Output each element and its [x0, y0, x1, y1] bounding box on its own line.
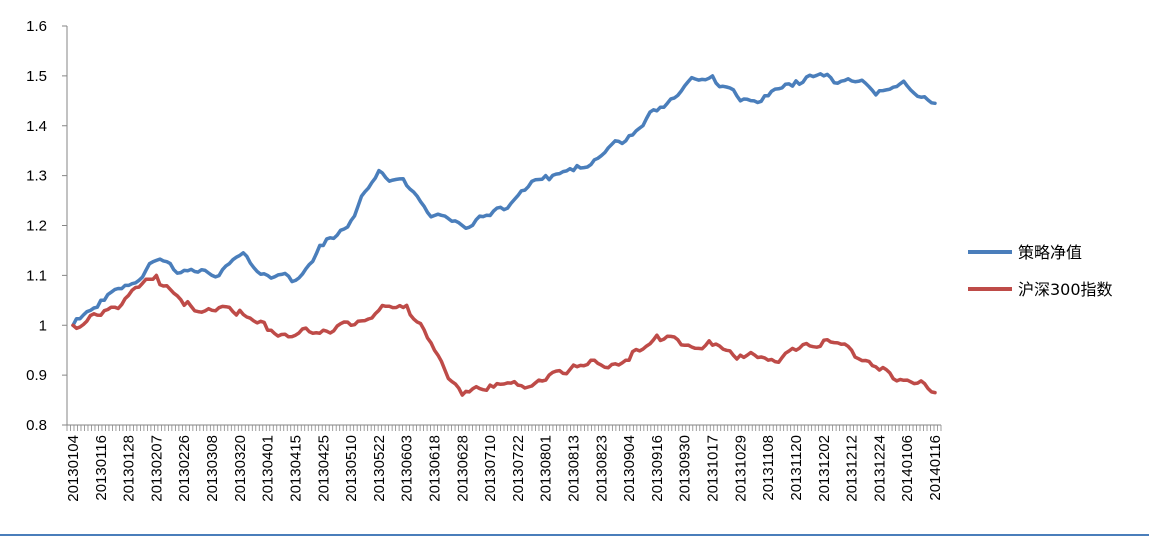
x-tick-label: 20130522 — [371, 435, 388, 502]
x-tick-label: 20130510 — [343, 435, 360, 502]
x-tick-label: 20130823 — [593, 435, 610, 502]
y-tick-label: 0.9 — [26, 367, 47, 384]
y-tick-label: 1.4 — [26, 118, 47, 135]
x-tick-label: 20131108 — [760, 435, 777, 501]
y-tick-label: 0.8 — [26, 417, 47, 434]
x-tick-label: 20130904 — [621, 435, 638, 502]
x-tick-label: 20130207 — [148, 435, 165, 502]
x-tick-label: 20130401 — [260, 435, 277, 502]
x-tick-label: 20130813 — [566, 435, 583, 502]
series-line-strategy — [71, 72, 937, 328]
y-axis: 0.8 0.9 1 1.1 1.2 1.3 1.4 1.5 1.6 — [26, 18, 68, 434]
x-tick-label: 20131212 — [844, 435, 861, 502]
legend: 策略净值 沪深300指数 — [968, 243, 1113, 299]
x-tick-label: 20130226 — [176, 435, 193, 502]
x-tick-label: 20130603 — [399, 435, 416, 502]
x-tick-label: 20130116 — [93, 435, 110, 501]
x-tick-label: 20130801 — [538, 435, 555, 502]
series-line-index — [71, 273, 937, 397]
x-tick-label: 20130710 — [482, 435, 499, 502]
y-tick-label: 1.2 — [26, 218, 47, 235]
legend-label-strategy: 策略净值 — [1018, 243, 1082, 262]
legend-item-index: 沪深300指数 — [968, 280, 1113, 299]
x-tick-label: 20130916 — [649, 435, 666, 502]
x-tick-label: 20130320 — [232, 435, 249, 502]
x-tick-label: 20131120 — [788, 435, 805, 501]
x-tick-label: 20131029 — [732, 435, 749, 502]
x-tick-label: 20140116 — [927, 435, 944, 501]
x-tick-label: 20130128 — [121, 435, 138, 502]
x-tick-label: 20131224 — [871, 435, 888, 502]
x-tick-label: 20131017 — [705, 435, 722, 502]
series-lines — [71, 72, 937, 397]
legend-label-index: 沪深300指数 — [1018, 280, 1113, 299]
y-tick-label: 1.3 — [26, 168, 47, 185]
x-tick-label: 20130425 — [315, 435, 332, 502]
y-tick-label: 1.6 — [26, 18, 47, 35]
x-tick-label: 20140106 — [899, 435, 916, 502]
legend-item-strategy: 策略净值 — [968, 243, 1082, 262]
x-tick-label: 20130628 — [454, 435, 471, 502]
x-tick-label: 20130722 — [510, 435, 527, 502]
x-tick-label: 20130104 — [65, 435, 82, 502]
x-tick-label: 20131202 — [816, 435, 833, 502]
x-axis: 20130104 20130116 20130128 20130207 20130226… — [65, 424, 944, 502]
y-tick-label: 1.5 — [26, 68, 47, 85]
x-tick-label: 20130308 — [204, 435, 221, 502]
y-tick-label: 1.1 — [26, 267, 47, 284]
y-tick-label: 1 — [39, 317, 47, 334]
x-tick-label: 20130930 — [677, 435, 694, 502]
x-tick-label: 20130618 — [426, 435, 443, 502]
x-tick-label: 20130415 — [287, 435, 304, 502]
